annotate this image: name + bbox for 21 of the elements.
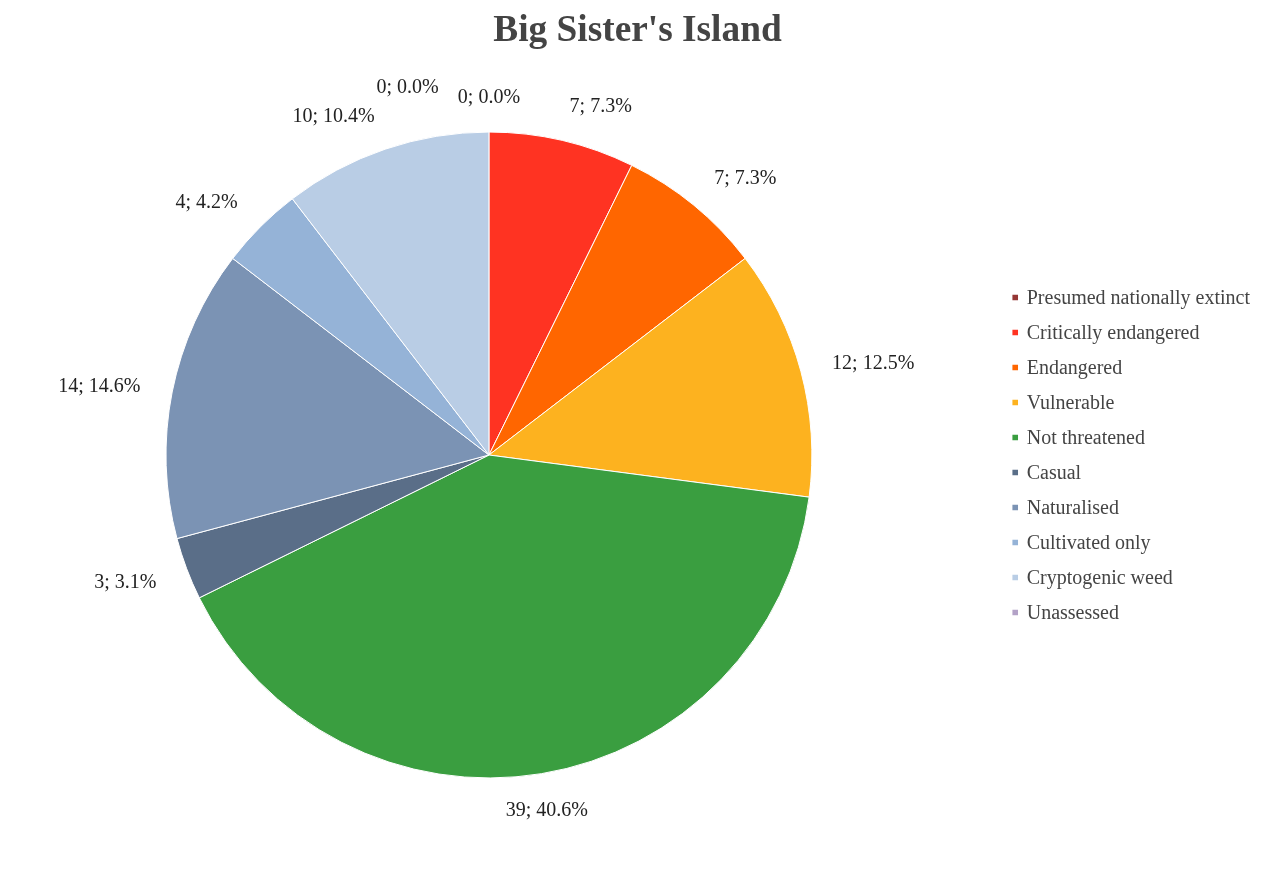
data-label: 7; 7.3% [714,166,777,189]
legend-label: Cultivated only [1026,530,1151,554]
legend-label: Critically endangered [1026,320,1200,344]
data-label: 14; 14.6% [58,373,141,396]
legend-label: Cryptogenic weed [1026,565,1173,589]
legend-label: Unassessed [1026,600,1119,624]
data-label: 10; 10.4% [292,103,375,126]
legend-label: Presumed nationally extinct [1026,285,1250,309]
legend-label: Casual [1026,460,1082,484]
data-label: 12; 12.5% [832,351,915,374]
data-label: 3; 3.1% [94,570,157,593]
legend-label: Not threatened [1026,425,1145,449]
legend-label: Naturalised [1026,495,1119,519]
text: 0; 0.0% [376,74,439,97]
data-label: 7; 7.3% [569,94,632,117]
data-label: 39; 40.6% [505,798,588,821]
text: 0; 0.0% [457,84,521,107]
legend-label: Vulnerable [1026,390,1115,414]
legend-label: Endangered [1026,355,1123,379]
chart-title: Big Sister's Island [493,7,782,49]
data-label: 4; 4.2% [175,190,238,213]
